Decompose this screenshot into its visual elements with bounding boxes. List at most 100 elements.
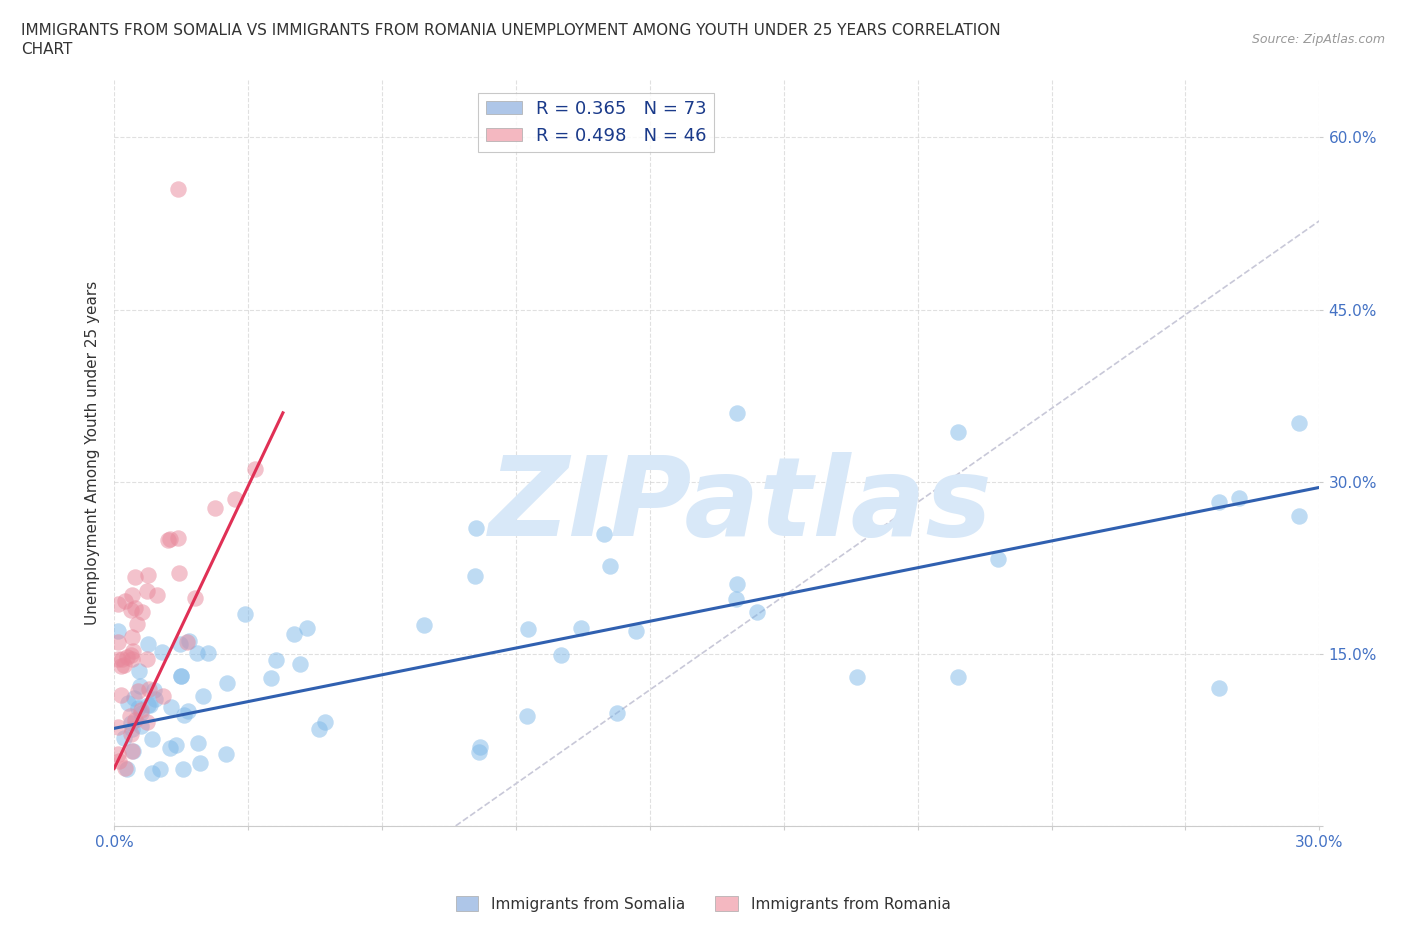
Point: [143, 692, 166, 707]
Point: [146, 587, 169, 602]
Point: [107, 651, 129, 666]
Point: [987, 551, 1010, 566]
Point: [215, 747, 238, 762]
Point: [129, 706, 152, 721]
Point: [1288, 509, 1310, 524]
Point: [204, 501, 226, 516]
Point: [127, 684, 149, 698]
Point: [141, 766, 163, 781]
Point: [124, 570, 146, 585]
Point: [170, 669, 193, 684]
Point: [139, 698, 162, 712]
Text: CHART: CHART: [21, 42, 73, 57]
Point: [467, 745, 489, 760]
Point: [191, 689, 214, 704]
Point: [121, 630, 143, 644]
Point: [136, 652, 159, 667]
Point: [314, 714, 336, 729]
Point: [122, 743, 145, 758]
Point: [112, 658, 135, 672]
Point: [188, 755, 211, 770]
Point: [1227, 490, 1250, 505]
Point: [516, 708, 538, 723]
Point: [131, 604, 153, 619]
Point: [121, 588, 143, 603]
Point: [186, 645, 208, 660]
Point: [136, 567, 159, 582]
Point: [846, 670, 869, 684]
Point: [626, 623, 648, 638]
Point: [725, 577, 748, 591]
Point: [141, 732, 163, 747]
Point: [264, 653, 287, 668]
Point: [599, 558, 621, 573]
Point: [152, 688, 174, 703]
Point: [117, 762, 139, 777]
Point: [136, 698, 159, 712]
Point: [233, 607, 256, 622]
Point: [470, 739, 492, 754]
Point: [107, 720, 129, 735]
Point: [569, 621, 592, 636]
Point: [1208, 494, 1230, 509]
Point: [243, 462, 266, 477]
Point: [120, 647, 142, 662]
Point: [150, 644, 173, 659]
Point: [143, 683, 166, 698]
Point: [127, 617, 149, 631]
Point: [111, 652, 134, 667]
Point: [160, 699, 183, 714]
Legend: Immigrants from Somalia, Immigrants from Romania: Immigrants from Somalia, Immigrants from…: [450, 889, 956, 918]
Point: [136, 636, 159, 651]
Point: [1208, 681, 1230, 696]
Point: [107, 746, 129, 761]
Point: [122, 691, 145, 706]
Point: [283, 627, 305, 642]
Y-axis label: Unemployment Among Youth under 25 years: Unemployment Among Youth under 25 years: [86, 281, 100, 625]
Point: [135, 583, 157, 598]
Point: [1288, 416, 1310, 431]
Point: [108, 754, 131, 769]
Point: [121, 652, 143, 667]
Point: [136, 714, 159, 729]
Point: [308, 722, 330, 737]
Point: [110, 658, 132, 673]
Point: [114, 593, 136, 608]
Point: [260, 671, 283, 685]
Point: [107, 597, 129, 612]
Point: [128, 679, 150, 694]
Point: [550, 647, 572, 662]
Point: [107, 635, 129, 650]
Text: ZIPatlas: ZIPatlas: [489, 452, 993, 559]
Point: [172, 762, 194, 777]
Point: [297, 620, 319, 635]
Legend: R = 0.365   N = 73, R = 0.498   N = 46: R = 0.365 N = 73, R = 0.498 N = 46: [478, 93, 714, 153]
Point: [165, 737, 187, 752]
Text: IMMIGRANTS FROM SOMALIA VS IMMIGRANTS FROM ROMANIA UNEMPLOYMENT AMONG YOUTH UNDE: IMMIGRANTS FROM SOMALIA VS IMMIGRANTS FR…: [21, 23, 1001, 38]
Point: [946, 670, 969, 684]
Point: [120, 603, 142, 618]
Point: [464, 568, 486, 583]
Point: [114, 760, 136, 775]
Point: [129, 702, 152, 717]
Point: [412, 618, 434, 632]
Point: [124, 601, 146, 616]
Point: [120, 715, 142, 730]
Point: [176, 635, 198, 650]
Point: [159, 532, 181, 547]
Point: [183, 590, 205, 604]
Point: [107, 624, 129, 639]
Point: [128, 664, 150, 679]
Point: [110, 687, 132, 702]
Point: [127, 700, 149, 715]
Point: [112, 731, 135, 746]
Point: [167, 181, 190, 196]
Point: [177, 704, 200, 719]
Point: [173, 708, 195, 723]
Point: [124, 712, 146, 727]
Text: Source: ZipAtlas.com: Source: ZipAtlas.com: [1251, 33, 1385, 46]
Point: [215, 675, 238, 690]
Point: [120, 709, 142, 724]
Point: [177, 633, 200, 648]
Point: [167, 566, 190, 581]
